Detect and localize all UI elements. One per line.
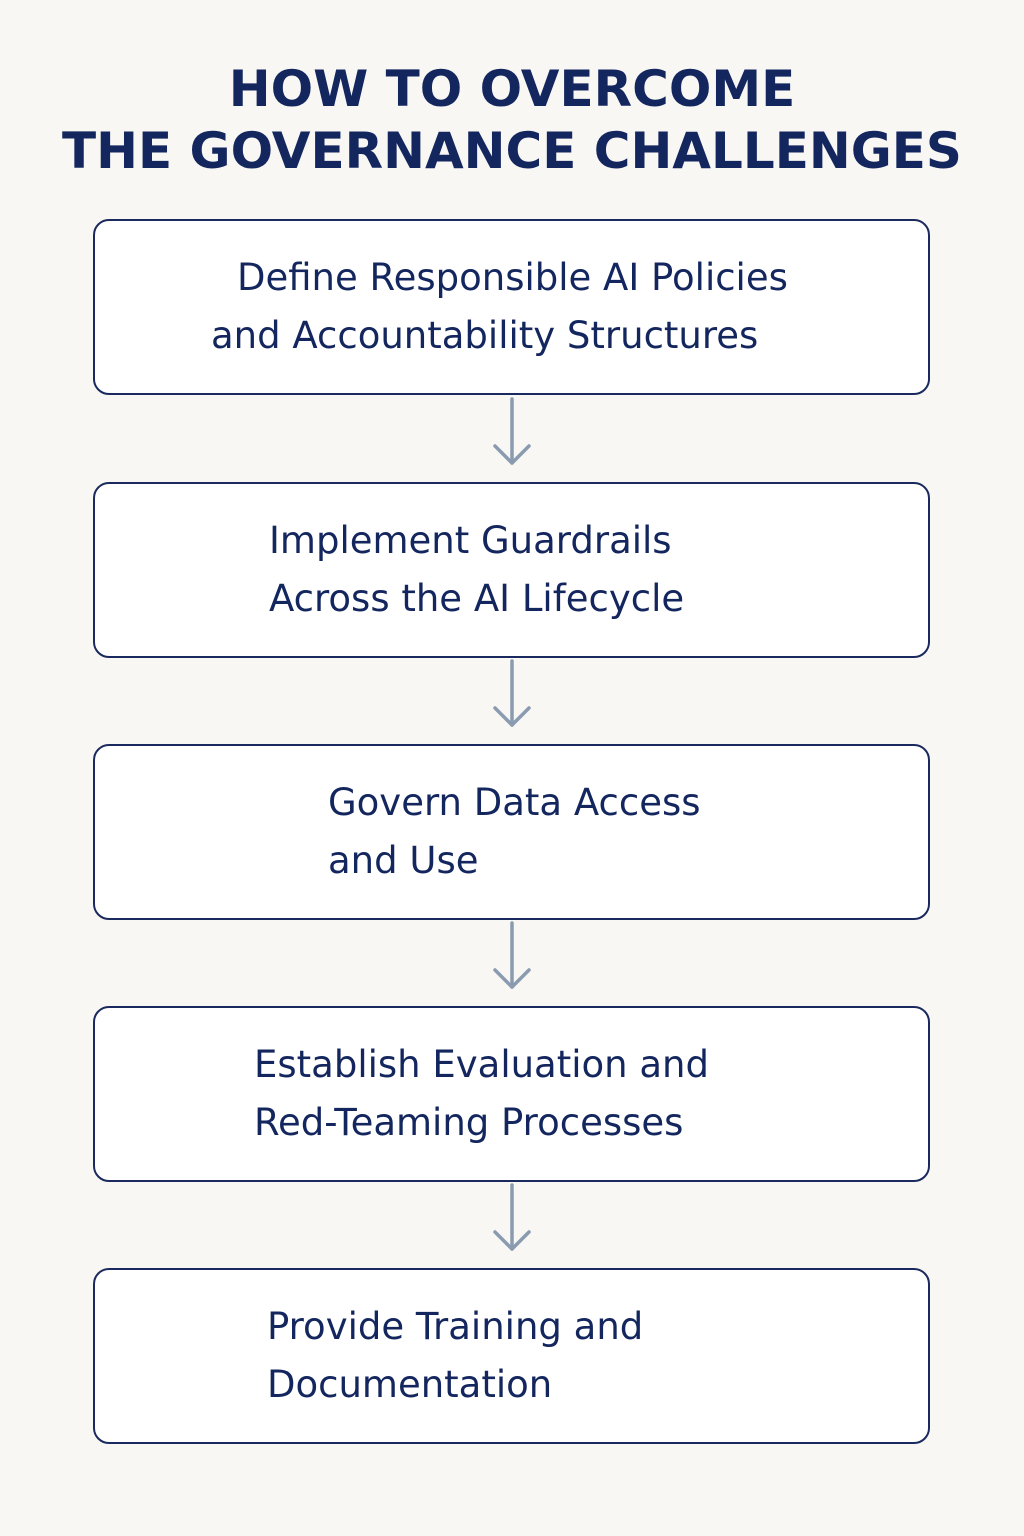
step-5-line-2: Documentation (267, 1363, 553, 1406)
step-1-line-1: Define Responsible AI Policies (237, 256, 788, 299)
step-4-line-2: Red-Teaming Processes (254, 1101, 684, 1144)
step-2-text: Implement Guardrails Across the AI Lifec… (269, 484, 684, 656)
step-1-text: Define Responsible AI Policies and Accou… (211, 221, 788, 393)
step-5-text: Provide Training and Documentation (267, 1270, 643, 1442)
step-box-2: Implement Guardrails Across the AI Lifec… (93, 482, 930, 658)
arrow-down-icon-2 (493, 659, 531, 727)
step-3-line-1: Govern Data Access (328, 781, 701, 824)
step-box-1: Define Responsible AI Policies and Accou… (93, 219, 930, 395)
diagram-title: HOW TO OVERCOME THE GOVERNANCE CHALLENGE… (0, 58, 1024, 182)
step-5-line-1: Provide Training and (267, 1305, 644, 1348)
step-4-line-1: Establish Evaluation and (254, 1043, 709, 1086)
arrow-down-icon-4 (493, 1183, 531, 1251)
step-3-text: Govern Data Access and Use (328, 746, 701, 918)
step-box-5: Provide Training and Documentation (93, 1268, 930, 1444)
title-line-2: THE GOVERNANCE CHALLENGES (62, 122, 962, 180)
title-line-1: HOW TO OVERCOME (228, 60, 796, 118)
step-4-text: Establish Evaluation and Red-Teaming Pro… (254, 1008, 709, 1180)
arrow-down-icon-3 (493, 921, 531, 989)
step-box-4: Establish Evaluation and Red-Teaming Pro… (93, 1006, 930, 1182)
arrow-down-icon-1 (493, 397, 531, 465)
step-2-line-1: Implement Guardrails (269, 519, 672, 562)
step-1-line-2: and Accountability Structures (211, 314, 759, 357)
step-box-3: Govern Data Access and Use (93, 744, 930, 920)
step-3-line-2: and Use (328, 839, 479, 882)
step-2-line-2: Across the AI Lifecycle (269, 577, 685, 620)
